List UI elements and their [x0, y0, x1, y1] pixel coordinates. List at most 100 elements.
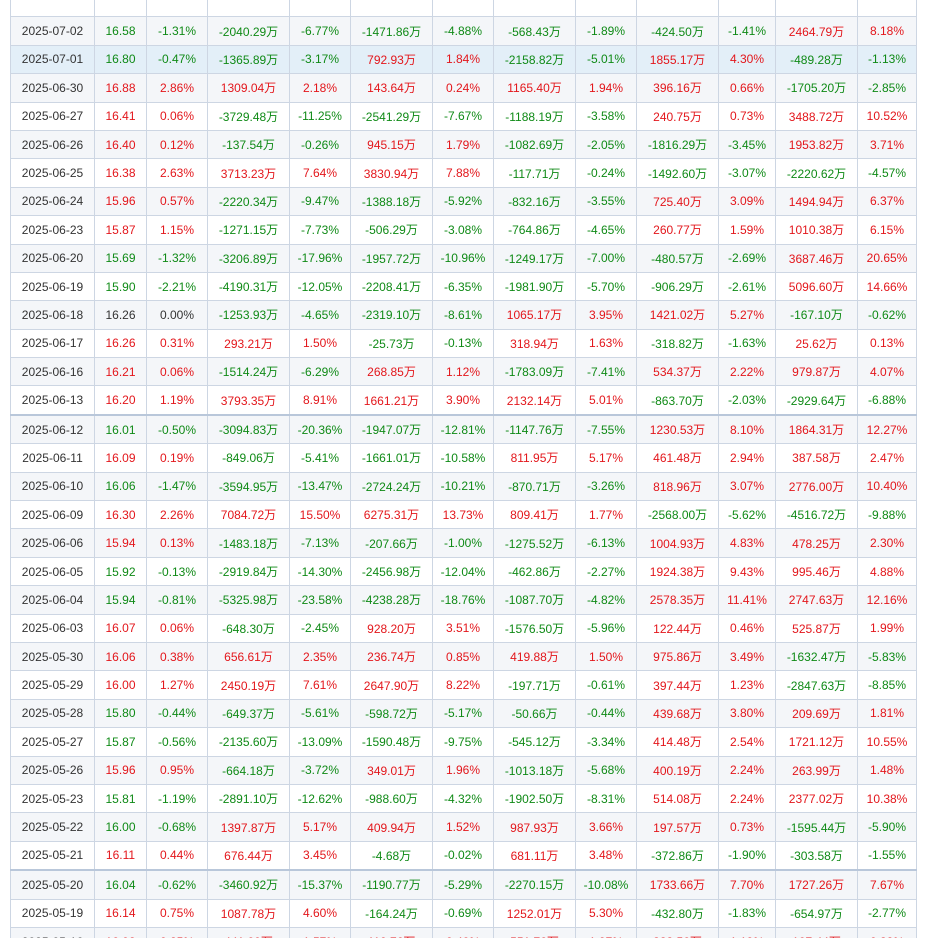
cell-super-large-net: -1957.72万	[350, 243, 433, 273]
cell-main-pct: -0.26%	[289, 129, 351, 160]
table-row: 2025-06-25 16.38 2.63% 3713.23万 7.64% 3830.94…	[10, 158, 917, 188]
cell-large-net: -1082.69万	[493, 129, 576, 160]
cell-date: 2025-06-11	[10, 443, 95, 473]
cell-close-price: 16.41	[94, 101, 147, 131]
cell-large-pct: -0.24%	[575, 158, 637, 188]
cell-change-pct: -0.47%	[146, 44, 208, 75]
cell-small-net: 1494.94万	[775, 186, 858, 217]
cell-close-price: 16.04	[94, 869, 147, 900]
cell-large-pct: 5.17%	[575, 443, 637, 473]
cell-date: 2025-05-21	[10, 840, 95, 871]
cell-small-pct: 12.27%	[857, 413, 917, 445]
cell-medium-net: 514.08万	[636, 783, 719, 814]
cell-medium-net: 1924.38万	[636, 556, 719, 587]
cell-small-pct: 0.13%	[857, 328, 917, 359]
cell-super-large-net: 268.85万	[350, 357, 433, 387]
cell-super-large-pct: -0.13%	[432, 328, 494, 359]
cell-medium-pct: 2.24%	[718, 783, 776, 814]
cell-small-pct: -1.13%	[857, 44, 917, 75]
cell-large-pct: -3.26%	[575, 471, 637, 502]
cell-medium-pct: -3.45%	[718, 129, 776, 160]
cell-small-net: 1864.31万	[775, 413, 858, 445]
cell-main-pct: -13.47%	[289, 471, 351, 502]
cell-large-pct: 1.50%	[575, 641, 637, 672]
cell-small-net: -4516.72万	[775, 500, 858, 530]
table-row: 2025-06-17 16.26 0.31% 293.21万 1.50% -25.73万 -…	[10, 328, 917, 359]
cell-main-net: -4190.31万	[207, 271, 290, 302]
cell-main-net: -2135.60万	[207, 727, 290, 757]
cell-small-pct: 4.88%	[857, 556, 917, 587]
cell-change-pct: 1.19%	[146, 385, 208, 416]
cell-main-net: -3729.48万	[207, 101, 290, 131]
cell-small-net: 525.87万	[775, 613, 858, 643]
cell-main-net: -2220.34万	[207, 186, 290, 217]
cell-main-net: -3094.83万	[207, 413, 290, 445]
cell-large-pct: -4.82%	[575, 585, 637, 615]
cell-super-large-net: -598.72万	[350, 698, 433, 729]
cell-small-pct: 6.37%	[857, 186, 917, 217]
cell-super-large-pct: 1.84%	[432, 44, 494, 75]
cell-small-net: 1010.38万	[775, 215, 858, 245]
cell-large-pct: 1.77%	[575, 500, 637, 530]
cell-large-net: -1087.70万	[493, 585, 576, 615]
cell-close-price: 16.06	[94, 641, 147, 672]
cell-close-price: 16.80	[94, 44, 147, 75]
cell-small-pct: 3.71%	[857, 129, 917, 160]
cell-super-large-net: -25.73万	[350, 328, 433, 359]
cell-small-net: -1595.44万	[775, 812, 858, 842]
cell-small-net: 209.69万	[775, 698, 858, 729]
cell-small-pct: -4.57%	[857, 158, 917, 188]
cell-small-pct: 10.52%	[857, 101, 917, 131]
cell-medium-net: 1421.02万	[636, 300, 719, 330]
cell-large-pct: -2.27%	[575, 556, 637, 587]
cell-date: 2025-07-02	[10, 16, 95, 46]
cell-super-large-pct: 1.12%	[432, 357, 494, 387]
cell-medium-net: -480.57万	[636, 243, 719, 273]
cell-large-net: -1147.76万	[493, 413, 576, 445]
cell-main-net: -5325.98万	[207, 585, 290, 615]
cell-small-pct: -2.85%	[857, 73, 917, 103]
cell-close-price: 16.30	[94, 500, 147, 530]
cell-small-pct: 1.81%	[857, 698, 917, 729]
cell-medium-net: 2578.35万	[636, 585, 719, 615]
cell-large-net: -1981.90万	[493, 271, 576, 302]
cell-date: 2025-06-17	[10, 328, 95, 359]
cell-small-net: -2929.64万	[775, 385, 858, 416]
cell-change-pct: -0.13%	[146, 556, 208, 587]
cell-small-net: -2220.62万	[775, 158, 858, 188]
cell-large-net: -117.71万	[493, 158, 576, 188]
cell-main-net: -2919.84万	[207, 556, 290, 587]
cell-change-pct: 1.27%	[146, 670, 208, 700]
cell-large-pct: -3.34%	[575, 727, 637, 757]
table-row: 2025-07-01 16.80 -0.47% -1365.89万 -3.17% 792.…	[10, 44, 917, 75]
table-row: 2025-06-30 16.88 2.86% 1309.04万 2.18% 143.64万…	[10, 73, 917, 103]
cell-medium-net: -2568.00万	[636, 500, 719, 530]
cell-medium-net: 439.68万	[636, 698, 719, 729]
cell-main-net: -137.54万	[207, 129, 290, 160]
cell-super-large-pct: 0.85%	[432, 641, 494, 672]
cell-large-net: 2132.14万	[493, 385, 576, 416]
cell-super-large-pct: 1.52%	[432, 812, 494, 842]
cell-super-large-net: -1190.77万	[350, 869, 433, 900]
cell-date: 2025-05-20	[10, 869, 95, 900]
cell-change-pct: 0.12%	[146, 129, 208, 160]
cell-close-price: 15.92	[94, 556, 147, 587]
table-row: 2025-07-02 16.58 -1.31% -2040.29万 -6.77% -147…	[10, 16, 917, 46]
cell-close-price: 16.38	[94, 158, 147, 188]
cell-main-pct: -11.25%	[289, 101, 351, 131]
cell-main-pct: -23.58%	[289, 585, 351, 615]
cell-change-pct: 0.13%	[146, 528, 208, 558]
cell-large-net: -2158.82万	[493, 44, 576, 75]
cell-small-pct	[857, 0, 917, 18]
table-row: 2025-05-28 15.80 -0.44% -649.37万 -5.61% -598.…	[10, 698, 917, 729]
cell-super-large-pct: -5.29%	[432, 869, 494, 900]
cell-change-pct: 0.25%	[146, 926, 208, 938]
cell-main-pct: -4.65%	[289, 300, 351, 330]
cell-main-pct: -6.77%	[289, 16, 351, 46]
cell-large-pct: -1.89%	[575, 16, 637, 46]
cell-small-pct: -1.55%	[857, 840, 917, 871]
cell-super-large-net: 1661.21万	[350, 385, 433, 416]
cell-main-pct: -5.41%	[289, 443, 351, 473]
cell-super-large-pct: -9.75%	[432, 727, 494, 757]
cell-change-pct: 0.00%	[146, 300, 208, 330]
